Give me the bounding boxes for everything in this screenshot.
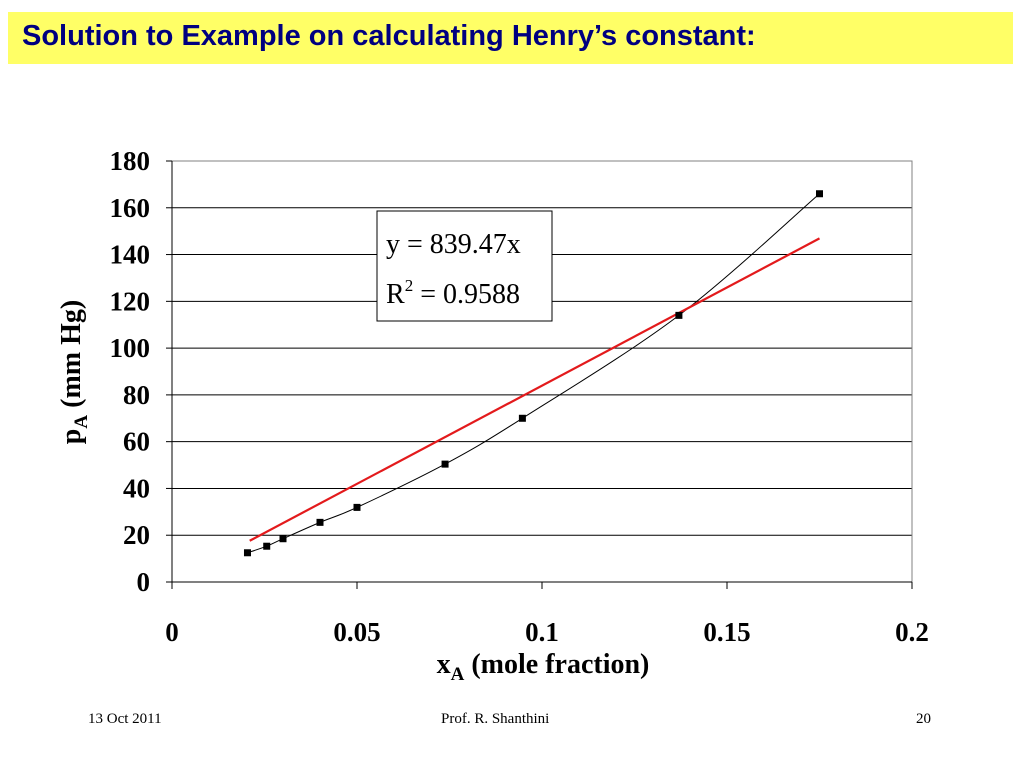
chart: 0 20 40 60 80 100 120 140 160 180 0 0.05 0.1 0.15 0.2… bbox=[56, 146, 929, 685]
data-point bbox=[279, 535, 287, 543]
y-tick-label: 0 bbox=[137, 567, 151, 597]
x-tick-label: 0.1 bbox=[525, 617, 559, 647]
x-tick-label: 0.05 bbox=[333, 617, 380, 647]
data-point bbox=[441, 460, 449, 468]
y-tick-label: 180 bbox=[110, 146, 151, 176]
data-point bbox=[675, 311, 683, 319]
equation-box: y = 839.47x R2 = 0.9588 bbox=[376, 210, 553, 322]
x-axis-title: xA (mole fraction) bbox=[437, 649, 650, 685]
page-number: 20 bbox=[916, 711, 931, 727]
x-tick-label: 0.2 bbox=[895, 617, 929, 647]
y-tick-label: 80 bbox=[123, 380, 150, 410]
slide-title: Solution to Example on calculating Henry… bbox=[22, 20, 756, 52]
y-axis-title: pA (mm Hg) bbox=[56, 300, 92, 444]
data-point bbox=[263, 542, 271, 550]
trendline bbox=[249, 237, 821, 542]
data-point bbox=[243, 549, 251, 557]
data-point bbox=[353, 503, 361, 511]
footer-author: Prof. R. Shanthini bbox=[441, 711, 550, 727]
x-tick-label: 0 bbox=[165, 617, 179, 647]
axes bbox=[166, 160, 913, 589]
x-tick-label: 0.15 bbox=[703, 617, 750, 647]
data-point bbox=[816, 190, 823, 198]
title-bar: Solution to Example on calculating Henry… bbox=[8, 12, 1013, 64]
y-tick-label: 100 bbox=[110, 333, 151, 363]
y-tick-labels: 0 20 40 60 80 100 120 140 160 180 bbox=[110, 146, 151, 597]
trendline-equation: y = 839.47x bbox=[386, 229, 521, 260]
data-points bbox=[243, 190, 823, 557]
x-tick-labels: 0 0.05 0.1 0.15 0.2 bbox=[165, 617, 929, 647]
r-squared-label: R2 = 0.9588 bbox=[386, 276, 520, 310]
y-tick-label: 120 bbox=[110, 286, 151, 316]
data-point bbox=[316, 518, 324, 526]
y-tick-label: 140 bbox=[110, 240, 151, 270]
footer-date: 13 Oct 2011 bbox=[88, 711, 162, 727]
y-tick-label: 160 bbox=[110, 193, 151, 223]
y-tick-label: 20 bbox=[123, 520, 150, 550]
data-point bbox=[518, 414, 526, 422]
y-tick-label: 60 bbox=[123, 427, 150, 457]
y-tick-label: 40 bbox=[123, 473, 150, 503]
